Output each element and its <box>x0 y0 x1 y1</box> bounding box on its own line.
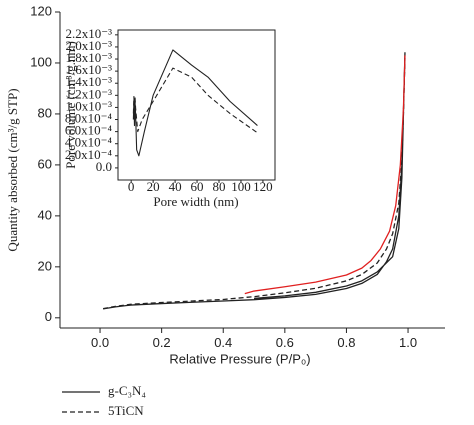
y-tick-label: 2.0x10⁻³ <box>65 38 112 53</box>
x-tick-label: 0.8 <box>337 335 355 350</box>
y-tick-label: 60 <box>38 156 52 171</box>
legend-label: g-C₃N₄ <box>108 383 146 398</box>
y-tick-label: 1.0x10⁻³ <box>65 98 112 113</box>
x-tick-label: 0.0 <box>91 335 109 350</box>
y-tick-label: 1.2x10⁻³ <box>65 86 112 101</box>
x-tick-label: 0.2 <box>153 335 171 350</box>
y-tick-label: 6.0x10⁻⁴ <box>65 123 113 138</box>
y-tick-label: 100 <box>30 54 52 69</box>
y-tick-label: 1.4x10⁻³ <box>65 74 112 89</box>
series-line <box>103 57 406 310</box>
x-tick-label: 20 <box>147 179 160 194</box>
y-tick-label: 2.2x10⁻³ <box>65 26 112 41</box>
y-tick-label: 0.0 <box>96 159 112 174</box>
x-tick-label: 0.6 <box>276 335 294 350</box>
inset-frame <box>117 29 276 181</box>
inset-x-axis-label: Pore width (nm) <box>153 194 238 209</box>
x-tick-label: 60 <box>191 179 204 194</box>
x-tick-label: 40 <box>169 179 182 194</box>
y-tick-label: 40 <box>38 207 52 222</box>
y-tick-label: 120 <box>30 3 52 18</box>
x-tick-label: 1.0 <box>399 335 417 350</box>
inset-y-axis-label: Pore volume (cm³/g.nm) <box>63 41 78 169</box>
y-tick-label: 4.0x10⁻⁴ <box>65 135 113 150</box>
y-axis-label: Quantity absorbed (cm³/g STP) <box>5 88 20 251</box>
series-line <box>244 55 406 295</box>
legend-label: 5TiCN <box>108 403 144 418</box>
y-tick-label: 1.8x10⁻³ <box>65 50 112 65</box>
series-line <box>132 67 258 134</box>
x-axis-label: Relative Pressure (P/P₀) <box>169 351 310 366</box>
y-tick-label: 80 <box>38 105 52 120</box>
y-tick-label: 1.6x10⁻³ <box>65 62 112 77</box>
y-tick-label: 20 <box>38 258 52 273</box>
x-tick-label: 0 <box>128 179 135 194</box>
x-tick-label: 100 <box>231 179 251 194</box>
series-line <box>132 49 258 157</box>
x-tick-label: 80 <box>213 179 226 194</box>
y-tick-label: 0 <box>45 309 52 324</box>
y-tick-label: 2.0x10⁻⁴ <box>65 147 113 162</box>
x-tick-label: 0.4 <box>214 335 232 350</box>
x-tick-label: 120 <box>253 179 273 194</box>
series-line <box>103 52 406 310</box>
y-tick-label: 8.0x10⁻⁴ <box>65 111 113 126</box>
